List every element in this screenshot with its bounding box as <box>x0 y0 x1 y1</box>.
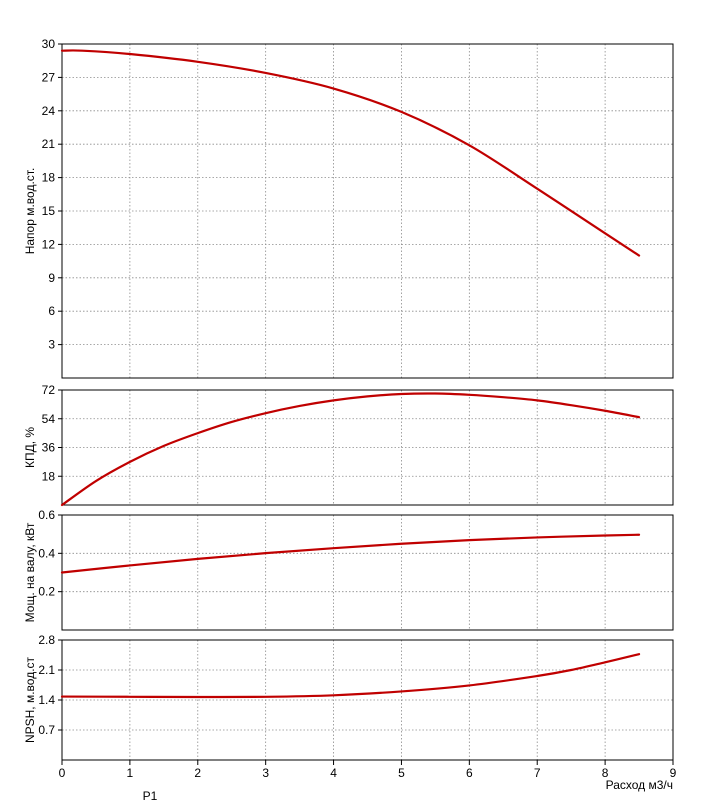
y-tick-label: 0.4 <box>38 546 55 560</box>
y-tick-label: 12 <box>42 237 56 251</box>
y-tick-label: 21 <box>42 137 56 151</box>
y-tick-label: 2.8 <box>38 633 55 647</box>
y-tick-label: 0.2 <box>38 585 55 599</box>
y-tick-label: 3 <box>48 338 55 352</box>
y-tick-label: 27 <box>42 70 56 84</box>
y-axis-label: Напор м.вод.ст. <box>23 168 37 255</box>
y-tick-label: 36 <box>42 441 56 455</box>
x-tick-label: 9 <box>670 766 677 780</box>
y-tick-label: 18 <box>42 469 56 483</box>
panel-head: 3 6 9 12 15 18 21 24 27 30 Напор м.вод.ст. <box>23 37 674 379</box>
x-tick-label: 3 <box>262 766 269 780</box>
x-tick-label: 4 <box>330 766 337 780</box>
y-axis-label: NPSH, м.вод.ст <box>23 656 37 743</box>
y-tick-label: 0.7 <box>38 723 55 737</box>
y-axis-label: Мощ. на валу, кВт <box>23 522 37 622</box>
y-tick-label: 18 <box>42 171 56 185</box>
panel-frame <box>61 389 674 506</box>
y-axis-label: КПД, % <box>23 427 37 468</box>
series-line-shaft-power <box>60 533 641 574</box>
y-tick-label: 6 <box>48 304 55 318</box>
y-tick-label: 30 <box>42 37 56 51</box>
series-line-npsh <box>60 653 641 699</box>
panel-frame <box>61 639 674 761</box>
series-line-efficiency <box>60 392 641 507</box>
x-tick-label: 1 <box>127 766 134 780</box>
x-tick-label: 5 <box>398 766 405 780</box>
y-tick-label: 0.6 <box>38 508 55 522</box>
y-tick-label: 24 <box>42 104 56 118</box>
y-tick-label: 1.4 <box>38 693 55 707</box>
y-tick-label: 9 <box>48 271 55 285</box>
x-tick-label: 2 <box>194 766 201 780</box>
y-tick-label: 72 <box>42 383 56 397</box>
y-tick-label: 15 <box>42 204 56 218</box>
panel-frame <box>61 514 674 631</box>
series-line-head <box>60 49 641 257</box>
x-tick-label: 0 <box>59 766 66 780</box>
y-tick-label: 2.1 <box>38 663 55 677</box>
footer-text: P1 <box>143 789 158 800</box>
shared-x-axis: 0 1 2 3 4 5 6 7 8 9 <box>59 760 677 780</box>
x-tick-label: 8 <box>602 766 609 780</box>
y-tick-label: 54 <box>42 412 56 426</box>
x-tick-label: 6 <box>466 766 473 780</box>
x-tick-label: 7 <box>534 766 541 780</box>
panel-frame <box>61 43 674 379</box>
panel-efficiency: 18 36 54 72 КПД, % <box>23 383 674 507</box>
x-axis-label: Расход м3/ч <box>606 778 673 792</box>
